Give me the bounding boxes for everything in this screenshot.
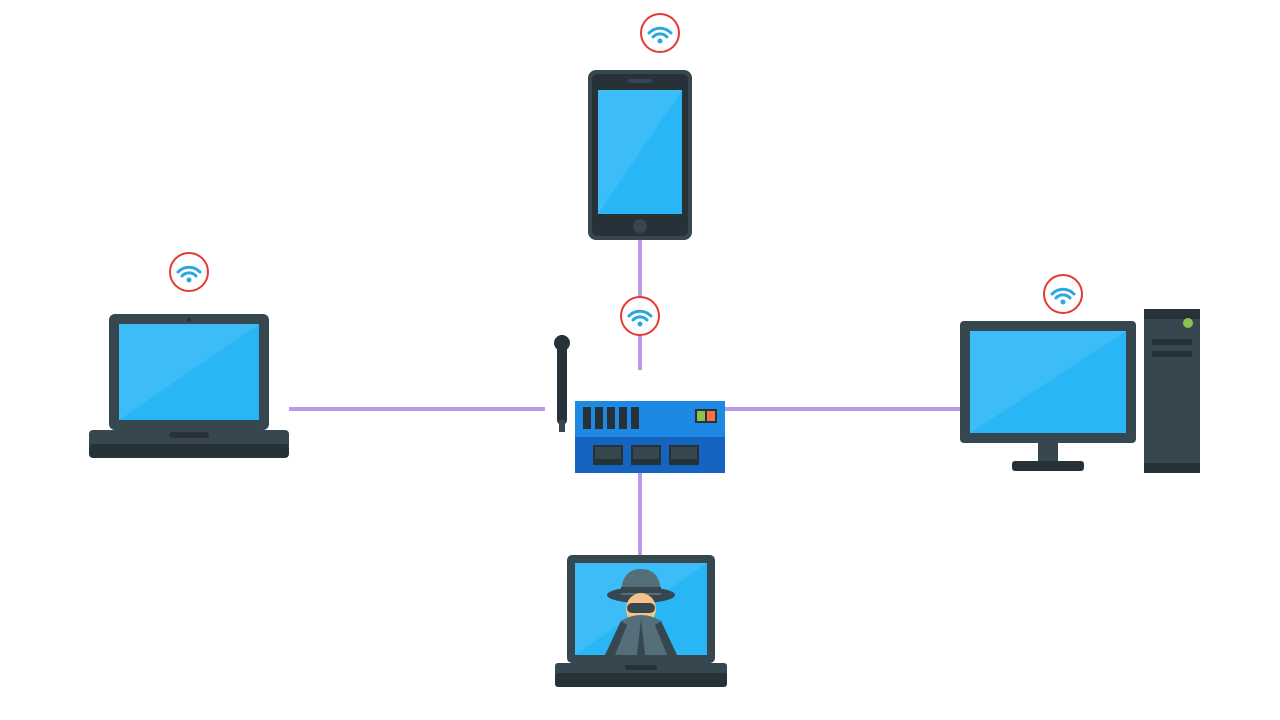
wifi-badge-router [620, 296, 660, 336]
wifi-badge-phone [640, 13, 680, 53]
laptop-icon [89, 314, 289, 458]
wifi-badge-desktop [1043, 274, 1083, 314]
hacker-laptop-node [555, 555, 727, 687]
laptop-node [89, 314, 289, 458]
hacker-laptop-icon [555, 555, 727, 687]
router-icon [545, 335, 735, 485]
phone-node [588, 70, 692, 240]
desktop-node [960, 299, 1200, 477]
wifi-badge-laptop [169, 252, 209, 292]
desktop-icon [960, 299, 1200, 477]
router-node [545, 335, 735, 485]
phone-icon [588, 70, 692, 240]
network-diagram [0, 0, 1280, 720]
